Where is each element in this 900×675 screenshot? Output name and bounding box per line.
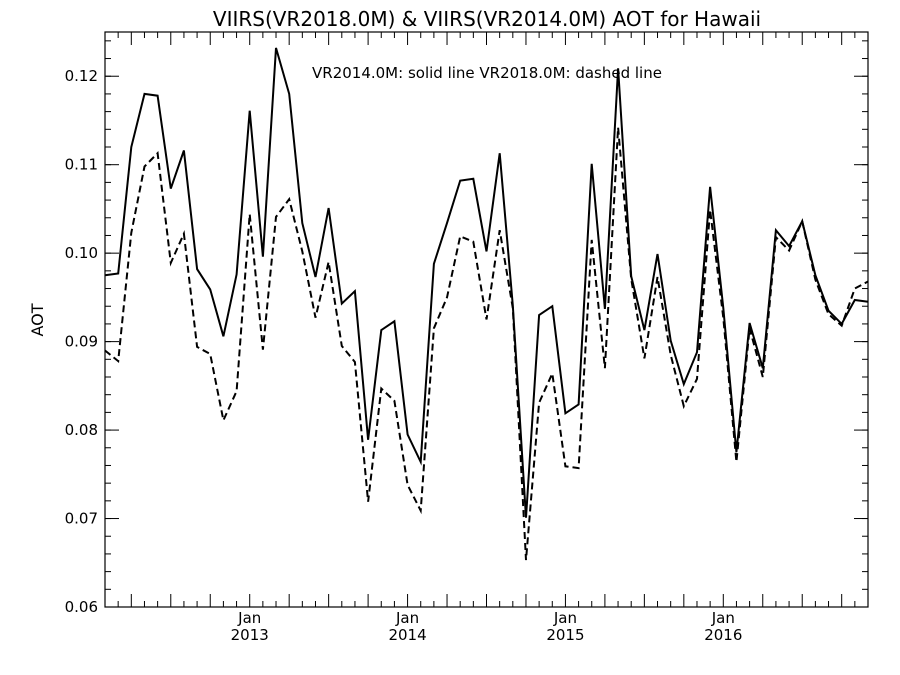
series-line-vr2014-0m [104, 47, 869, 518]
x-tick-year-label: 2013 [231, 626, 269, 644]
x-tick-year-label: 2016 [704, 626, 742, 644]
x-tick-year-label: 2015 [546, 626, 584, 644]
series-line-vr2018-0m [104, 127, 869, 561]
y-axis-label: AOT [28, 303, 47, 336]
y-tick-label: 0.06 [65, 598, 98, 616]
y-tick-label: 0.11 [65, 156, 98, 174]
series-lines [104, 47, 869, 561]
y-tick-label: 0.08 [65, 421, 98, 439]
axis-ticks [104, 32, 869, 608]
y-tick-label: 0.12 [65, 67, 98, 85]
y-tick-label: 0.09 [65, 333, 98, 351]
x-tick-month-label: Jan [553, 609, 577, 627]
x-tick-month-label: Jan [395, 609, 419, 627]
line-style-note: VR2014.0M: solid line VR2018.0M: dashed … [312, 64, 662, 82]
y-tick-label: 0.10 [65, 244, 98, 262]
x-tick-month-label: Jan [237, 609, 261, 627]
y-tick-label: 0.07 [65, 510, 98, 528]
x-tick-month-label: Jan [711, 609, 735, 627]
y-tick-labels: 0.06 0.07 0.08 0.09 0.10 0.11 0.12 [65, 67, 98, 616]
chart-title: VIIRS(VR2018.0M) & VIIRS(VR2014.0M) AOT … [213, 7, 761, 31]
x-tick-year-label: 2014 [388, 626, 426, 644]
